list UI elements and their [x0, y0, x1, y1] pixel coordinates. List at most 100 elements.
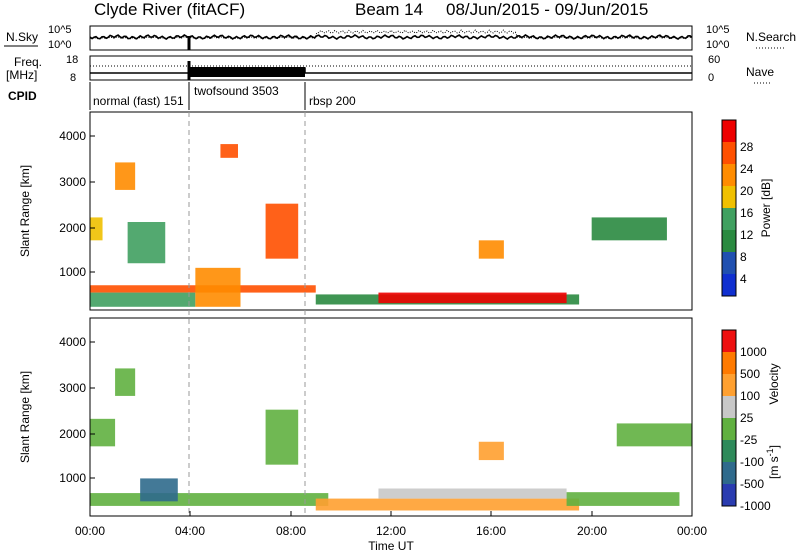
noise-left-tick-bottom: 10^0: [48, 39, 72, 51]
power-cb-tick-28: 28: [740, 140, 754, 154]
noise-right-tick-bottom: 10^0: [706, 39, 730, 51]
power-cb-swatch-2: [722, 164, 736, 187]
velocity-colorbar-label: Velocity: [767, 363, 781, 404]
power-cb-tick-8: 8: [740, 250, 747, 264]
power-panel-frame: [89, 111, 693, 311]
velocity-y-tick-1000: 1000: [59, 471, 86, 485]
cpid-mode-normal: normal (fast) 151: [93, 94, 184, 108]
cpid-panel: CPID normal (fast) 151 twofsound 3503 rb…: [8, 82, 356, 110]
time-tick-0400: 04:00: [175, 524, 205, 538]
nave-right-tick-top: 60: [708, 54, 720, 66]
freq-series: [90, 67, 692, 74]
velocity-y-tick-2000: 2000: [59, 427, 86, 441]
power-y-tick-4000: 4000: [59, 129, 86, 143]
freq-label-line1: Freq.: [14, 55, 42, 69]
power-cb-swatch-1: [722, 142, 736, 165]
velocity-cb-swatch-3: [722, 396, 736, 419]
power-cb-tick-4: 4: [740, 272, 747, 286]
velocity-unit-suffix: ]: [767, 445, 781, 448]
power-cb-swatch-4: [722, 208, 736, 231]
power-cb-swatch-6: [722, 252, 736, 275]
velocity-cb-swatch-4: [722, 418, 736, 441]
power-y-tick-3000: 3000: [59, 175, 86, 189]
power-panel: Slant Range [km] 4000 3000 2000 1000: [18, 111, 693, 311]
velocity-cb-tick-100: 100: [740, 389, 760, 403]
velocity-region-6: [478, 441, 504, 461]
freq-twofsound-block: [189, 67, 305, 77]
time-tick-0800: 08:00: [276, 524, 306, 538]
velocity-colorbar: 1000 500 100 25 -25 -100 -500 -1000 Velo…: [721, 329, 781, 513]
velocity-cb-tick-minus500: -500: [740, 477, 764, 491]
velocity-y-tick-4000: 4000: [59, 335, 86, 349]
power-region-8: [265, 203, 299, 259]
velocity-panel-frame: [89, 317, 693, 517]
velocity-region-4: [566, 492, 680, 506]
power-cb-tick-24: 24: [740, 162, 754, 176]
noise-search-series: [89, 29, 693, 40]
velocity-cb-tick-minus25: -25: [740, 433, 758, 447]
velocity-region-3: [378, 488, 567, 499]
power-cb-tick-12: 12: [740, 228, 754, 242]
velocity-cb-swatch-2: [722, 374, 736, 397]
time-axis-label: Time UT: [368, 539, 414, 553]
time-tick-1600: 16:00: [476, 524, 506, 538]
time-tick-0000: 00:00: [75, 524, 105, 538]
velocity-region-9: [90, 418, 116, 447]
freq-panel: Freq. [MHz] 18 8 60 0 Nave: [6, 54, 774, 84]
power-region-4: [378, 292, 567, 304]
power-colorbar: 28 24 20 16 12 8 4 Power [dB]: [721, 119, 773, 297]
noise-search-label: N.Search: [746, 30, 796, 44]
velocity-cb-tick-25: 25: [740, 411, 754, 425]
noise-sky-label: N.Sky: [6, 30, 38, 44]
power-heatmap-cells: [90, 144, 667, 307]
power-cb-swatch-0: [722, 120, 736, 143]
power-region-11: [591, 217, 667, 241]
velocity-cb-swatch-5: [722, 440, 736, 463]
cpid-label: CPID: [8, 89, 37, 103]
velocity-region-5: [265, 409, 299, 465]
beam-label: Beam 14: [355, 0, 423, 19]
power-colorbar-label: Power [dB]: [759, 179, 773, 238]
time-axis: 00:00 04:00 08:00 12:00 16:00 20:00 00:0…: [75, 511, 707, 553]
power-y-tick-2000: 2000: [59, 221, 86, 235]
power-colorbar-swatches: [722, 120, 736, 297]
power-region-1: [90, 292, 196, 307]
station-title: Clyde River (fitACF): [94, 0, 245, 19]
velocity-cb-swatch-1: [722, 352, 736, 375]
power-region-2: [195, 267, 241, 307]
velocity-heatmap-cells: [90, 368, 692, 511]
power-region-5: [90, 217, 103, 241]
velocity-colorbar-unit: [m s-1]: [765, 445, 781, 479]
power-region-7: [127, 222, 166, 264]
freq-panel-frame: [89, 55, 693, 81]
velocity-cb-tick-minus100: -100: [740, 455, 764, 469]
power-cb-swatch-3: [722, 186, 736, 209]
nave-label: Nave: [746, 65, 774, 79]
velocity-unit-text: [m s-1]: [765, 445, 781, 479]
noise-left-tick-top: 10^5: [48, 24, 72, 36]
power-y-tick-1000: 1000: [59, 265, 86, 279]
power-cb-swatch-5: [722, 230, 736, 253]
velocity-unit-prefix: [m s: [767, 456, 781, 479]
velocity-cb-tick-500: 500: [740, 367, 760, 381]
cpid-mode-rbsp: rbsp 200: [309, 94, 356, 108]
velocity-region-0: [90, 493, 329, 506]
freq-label-line2: [MHz]: [6, 68, 37, 82]
power-colorbar-frame: [721, 119, 737, 297]
velocity-unit-sup: -1: [765, 448, 775, 456]
power-cb-tick-16: 16: [740, 206, 754, 220]
freq-left-tick-bottom: 8: [70, 72, 76, 84]
velocity-colorbar-swatches: [722, 330, 736, 507]
velocity-panel: Slant Range [km] 4000 3000 2000 1000: [18, 317, 693, 517]
cpid-mode-twofsound: twofsound 3503: [194, 84, 279, 98]
velocity-region-8: [115, 368, 136, 396]
power-region-9: [220, 144, 238, 158]
velocity-cb-tick-minus1000: -1000: [740, 499, 771, 513]
time-tick-1200: 12:00: [376, 524, 406, 538]
power-cb-swatch-7: [722, 274, 736, 297]
power-region-10: [478, 240, 504, 259]
velocity-colorbar-frame: [721, 329, 737, 507]
velocity-cb-tick-1000: 1000: [740, 345, 767, 359]
freq-left-tick-top: 18: [66, 54, 78, 66]
